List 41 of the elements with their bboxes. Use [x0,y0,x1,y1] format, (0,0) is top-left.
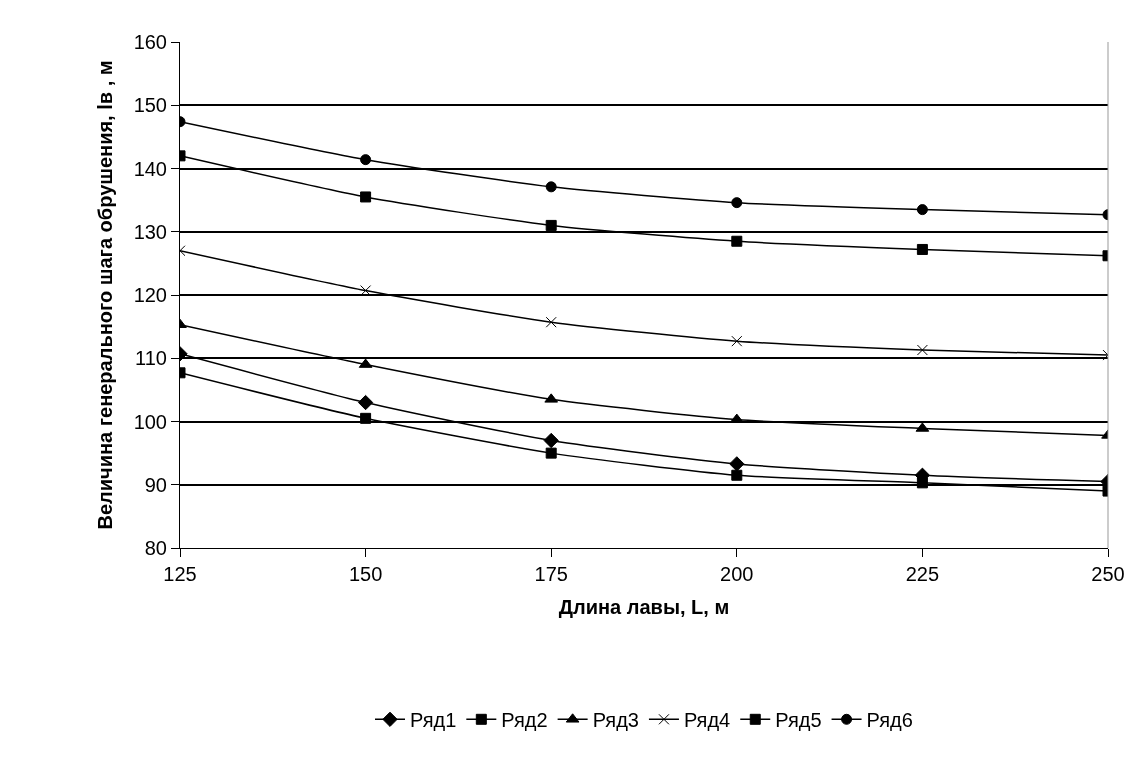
x-tick-label: 175 [534,563,568,585]
y-tick-label: 110 [135,347,167,370]
y-tick-label: 90 [144,473,167,496]
point [916,204,928,216]
x-tick-label: 150 [348,563,383,585]
legend-label: Ряд3 [592,709,639,732]
point [360,191,372,203]
y-tick-label: 80 [144,537,167,559]
x-tick-label: 225 [905,563,940,585]
point [545,181,557,193]
x-tick-label: 125 [163,563,197,585]
point [357,394,374,411]
point [360,154,372,166]
point [360,412,372,424]
point [916,243,928,255]
y-tick-label: 100 [133,410,167,433]
point [916,477,928,489]
point [729,456,745,472]
y-tick-label: 160 [133,31,167,53]
point [731,335,743,347]
legend-label: Ряд1 [410,709,457,732]
x-tick-label: 250 [1091,563,1125,585]
y-tick-label: 140 [133,157,167,180]
legend-label: Ряд4 [683,709,731,732]
point [916,344,928,356]
y-tick-label: 150 [133,94,167,117]
point [545,316,557,328]
point [545,447,557,459]
legend-label: Ряд6 [866,709,913,732]
x-tick-label: 200 [720,563,754,585]
y-axis-title: Величина генерального шага обрушения, lв , м [94,60,117,530]
y-tick-label: 130 [133,220,167,243]
x-axis-title: Длина лавы, L, м [558,595,730,618]
legend-label: Ряд5 [775,709,822,732]
point [543,432,559,449]
legend-label: Ряд2 [501,709,548,732]
point [731,235,743,247]
point [545,219,557,231]
point [731,469,743,481]
y-tick-label: 120 [133,284,167,306]
point [731,197,743,209]
